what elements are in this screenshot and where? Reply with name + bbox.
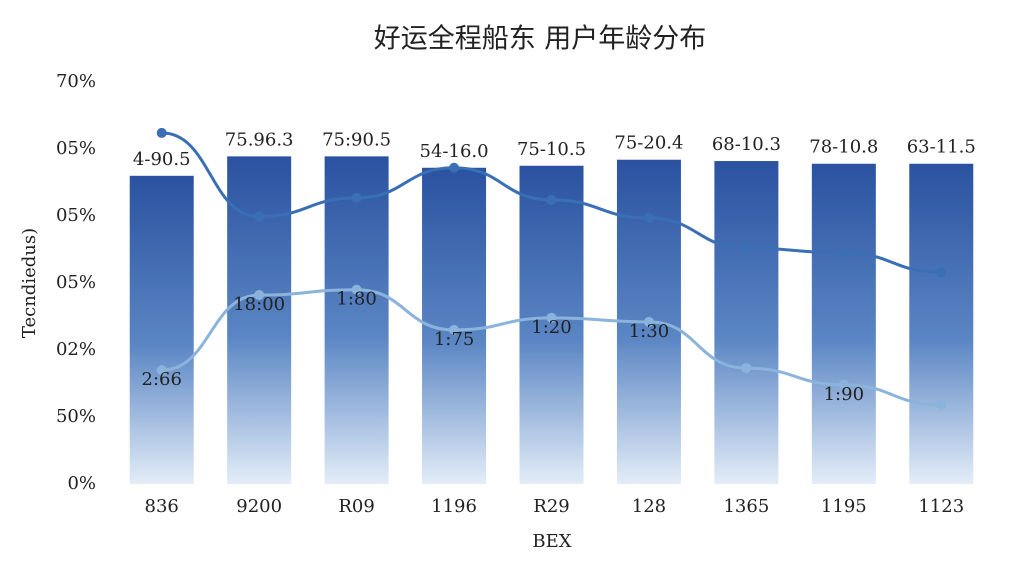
line-point bbox=[254, 211, 265, 222]
y-axis-label: Tecndiedus) bbox=[19, 228, 40, 338]
line-annotation: 18:00 bbox=[233, 294, 285, 315]
line-annotation: 2:66 bbox=[142, 369, 182, 390]
line-annotation: 1:90 bbox=[824, 384, 864, 405]
line-point bbox=[643, 213, 654, 224]
bar-annotation: 75-20.4 bbox=[614, 133, 683, 154]
line-point bbox=[936, 267, 947, 278]
line-point bbox=[351, 284, 362, 295]
bar bbox=[324, 156, 389, 484]
line-point bbox=[546, 312, 557, 323]
bar-annotation: 75:90.5 bbox=[322, 129, 391, 150]
line-point bbox=[741, 363, 752, 374]
line-annotation: 1:80 bbox=[336, 289, 376, 310]
bar-annotation: 63-11.5 bbox=[907, 137, 976, 158]
y-tick-label: 02% bbox=[56, 339, 96, 360]
line-point bbox=[936, 399, 947, 410]
x-axis-label: BEX bbox=[532, 531, 571, 552]
x-tick-label: R29 bbox=[533, 496, 569, 517]
line-point bbox=[449, 324, 460, 335]
bar bbox=[519, 165, 584, 484]
bar-annotation: 54-16.0 bbox=[420, 141, 489, 162]
line-annotation: 1:75 bbox=[434, 329, 474, 350]
line-point bbox=[156, 365, 167, 376]
line-annotation: 1:20 bbox=[531, 317, 571, 338]
bar-annotation: 78-10.8 bbox=[809, 137, 878, 158]
x-tick-label: 1123 bbox=[918, 496, 964, 517]
bar-annotation: 75.96.3 bbox=[225, 129, 294, 150]
line-point bbox=[156, 127, 167, 138]
x-tick-label: 1196 bbox=[431, 496, 477, 517]
x-tick-label: 1195 bbox=[821, 496, 867, 517]
bar-annotation: 75-10.5 bbox=[517, 139, 586, 160]
x-tick-label: 1365 bbox=[723, 496, 769, 517]
line-point bbox=[351, 192, 362, 203]
x-tick-label: 9200 bbox=[236, 496, 282, 517]
bar bbox=[811, 163, 876, 485]
y-tick-label: 70% bbox=[56, 71, 96, 92]
line bbox=[161, 131, 942, 274]
chart-title: 好运全程船东 用户年龄分布 bbox=[374, 24, 707, 55]
x-tick-label: R09 bbox=[338, 496, 374, 517]
y-tick-label: 05% bbox=[56, 272, 96, 293]
line-point bbox=[643, 316, 654, 327]
bar bbox=[227, 156, 292, 484]
line bbox=[161, 288, 942, 407]
line-point bbox=[741, 243, 752, 254]
line-point bbox=[254, 290, 265, 301]
line-point bbox=[838, 379, 849, 390]
line-annotation: 1:30 bbox=[629, 321, 669, 342]
line-point bbox=[449, 162, 460, 173]
line-point bbox=[838, 247, 849, 258]
y-tick-label: 05% bbox=[56, 138, 96, 159]
y-tick-label: 50% bbox=[56, 406, 96, 427]
line-point bbox=[546, 194, 557, 205]
bar-annotation: 68-10.3 bbox=[712, 134, 781, 155]
y-tick-label: 0% bbox=[67, 473, 96, 494]
bar bbox=[909, 163, 974, 485]
bar-annotation: 4-90.5 bbox=[133, 149, 191, 170]
x-tick-label: 836 bbox=[145, 496, 179, 517]
y-tick-label: 05% bbox=[56, 205, 96, 226]
x-tick-label: 128 bbox=[632, 496, 666, 517]
bar bbox=[714, 161, 779, 484]
bar bbox=[129, 175, 194, 485]
